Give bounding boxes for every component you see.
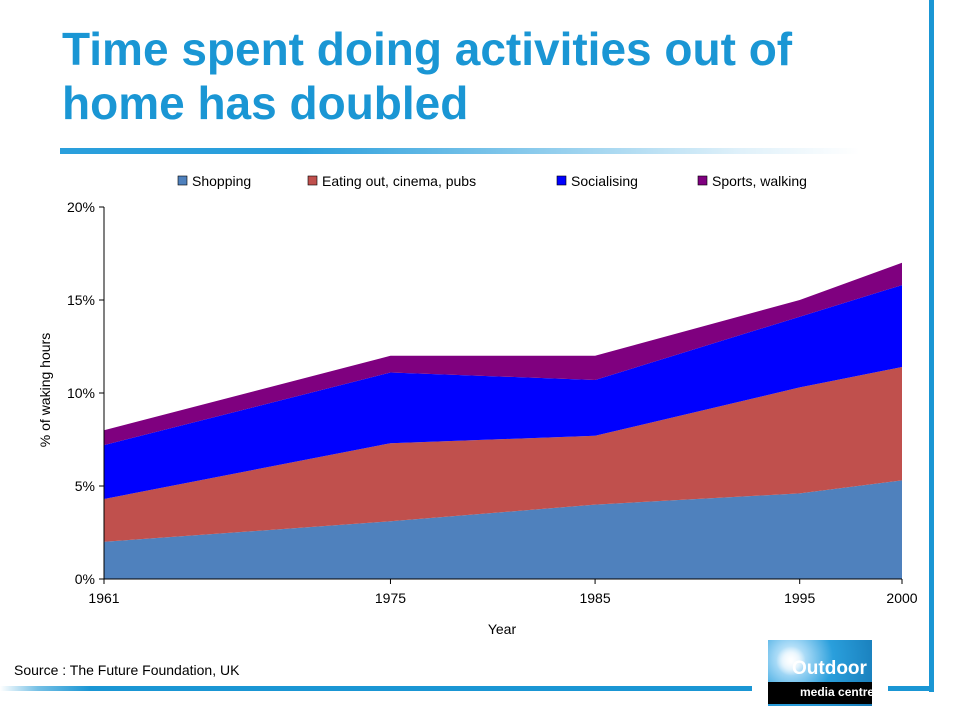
x-tick-label: 1985 xyxy=(579,590,610,606)
area-layer xyxy=(104,262,902,579)
slide-title: Time spent doing activities out of home … xyxy=(62,23,793,129)
x-tick-label: 1975 xyxy=(375,590,406,606)
y-axis-label: % of waking hours xyxy=(37,333,53,447)
bottom-border-right xyxy=(888,686,934,691)
logo-wordmark: Outdoor xyxy=(792,658,867,679)
area-series-1 xyxy=(104,480,902,579)
source-note: Source : The Future Foundation, UK xyxy=(14,662,240,678)
legend-swatch xyxy=(697,175,708,186)
y-tick-label: 15% xyxy=(67,292,95,308)
area-series-3 xyxy=(104,285,902,499)
chart-legend: Shopping Eating out, cinema, pubs Socialis… xyxy=(177,173,807,189)
area-series-2 xyxy=(104,367,902,542)
legend-label: Eating out, cinema, pubs xyxy=(322,173,476,189)
x-tick-label: 1995 xyxy=(784,590,815,606)
x-tick-label: 1961 xyxy=(88,590,119,606)
axes-layer: 0% 5% 10% 15% 20% 1961 1975 1985 1995 2000 xyxy=(67,199,918,606)
sun-glow-icon xyxy=(776,646,806,676)
y-tick-label: 5% xyxy=(75,478,95,494)
legend-swatch xyxy=(556,175,567,186)
logo-subtitle: media centre xyxy=(800,685,875,699)
title-underline xyxy=(60,148,860,154)
x-tick-label: 2000 xyxy=(886,590,917,606)
outdoor-media-centre-logo: Outdoor media centre xyxy=(768,640,875,706)
legend-label: Shopping xyxy=(192,173,251,189)
legend-swatch xyxy=(177,175,188,186)
bottom-border xyxy=(0,686,752,691)
y-tick-label: 0% xyxy=(75,571,95,587)
right-border xyxy=(929,0,934,692)
y-tick-label: 20% xyxy=(67,199,95,215)
legend-label: Socialising xyxy=(571,173,638,189)
x-axis-label: Year xyxy=(488,621,517,637)
legend-label: Sports, walking xyxy=(712,173,807,189)
y-tick-label: 10% xyxy=(67,385,95,401)
legend-swatch xyxy=(307,175,318,186)
logo-band xyxy=(768,682,872,704)
